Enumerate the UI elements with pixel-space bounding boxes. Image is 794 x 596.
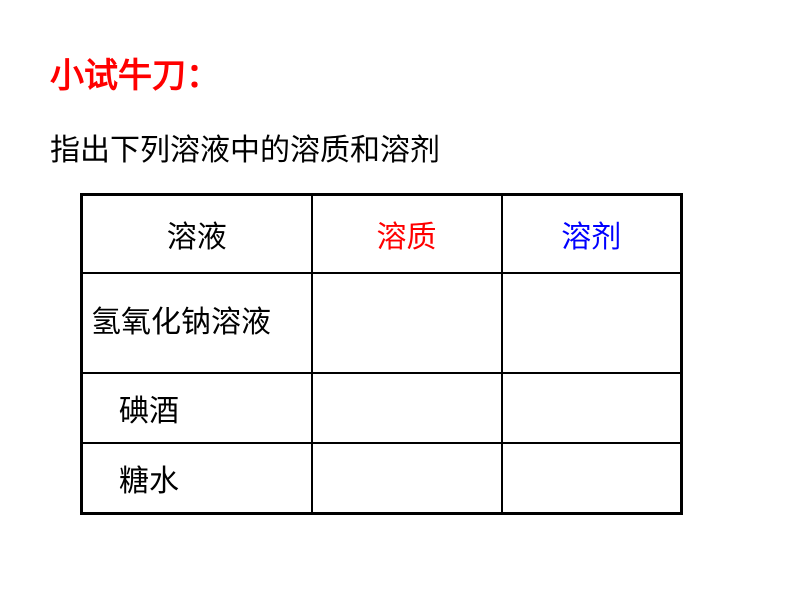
table-header-row: 溶液 溶质 溶剂 — [82, 195, 682, 274]
table-wrapper: 溶液 溶质 溶剂 氢氧化钠溶液 碘酒 糖水 — [80, 193, 744, 515]
row-solute-2 — [312, 373, 502, 443]
row-solvent-3 — [502, 443, 682, 513]
table-row: 氢氧化钠溶液 — [82, 273, 682, 373]
row-solute-1 — [312, 273, 502, 373]
row-label-1: 氢氧化钠溶液 — [82, 273, 312, 373]
solution-table: 溶液 溶质 溶剂 氢氧化钠溶液 碘酒 糖水 — [80, 193, 683, 515]
row-solvent-2 — [502, 373, 682, 443]
row-solvent-1 — [502, 273, 682, 373]
slide-container: 小试牛刀： 指出下列溶液中的溶质和溶剂 溶液 溶质 溶剂 氢氧化钠溶液 碘酒 — [0, 0, 794, 515]
header-solvent: 溶剂 — [502, 195, 682, 274]
table-row: 碘酒 — [82, 373, 682, 443]
heading: 小试牛刀： — [50, 48, 744, 97]
header-solution: 溶液 — [82, 195, 312, 274]
header-solute: 溶质 — [312, 195, 502, 274]
subtitle: 指出下列溶液中的溶质和溶剂 — [50, 125, 744, 169]
row-label-2: 碘酒 — [82, 373, 312, 443]
row-solute-3 — [312, 443, 502, 513]
table-row: 糖水 — [82, 443, 682, 513]
row-label-3: 糖水 — [82, 443, 312, 513]
